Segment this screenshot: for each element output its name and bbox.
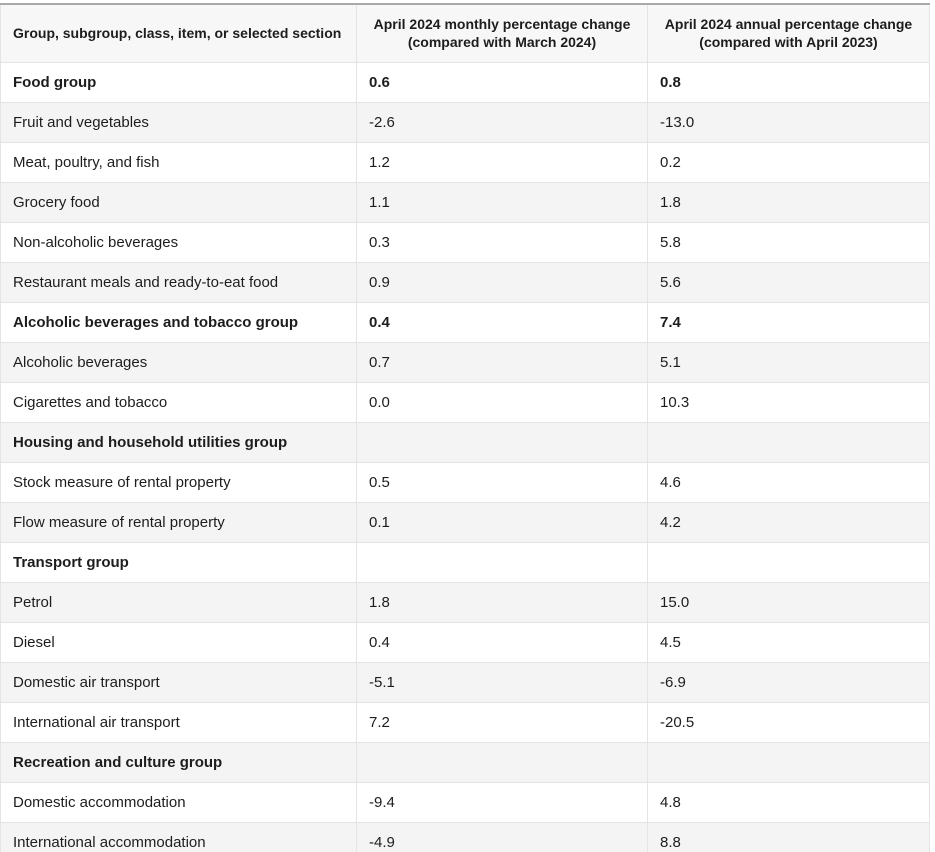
- table-row: International accommodation -4.9 8.8: [0, 821, 930, 852]
- row-label-cell: Food group: [0, 61, 357, 103]
- annual-change-cell: -13.0: [647, 101, 930, 143]
- row-label-cell: Stock measure of rental property: [0, 461, 357, 503]
- annual-change-cell: 5.6: [647, 261, 930, 303]
- column-header-annual-change: April 2024 annual percentage change (com…: [647, 3, 930, 63]
- annual-change-cell: [647, 741, 930, 783]
- table-row: Domestic accommodation -9.4 4.8: [0, 781, 930, 823]
- monthly-change-cell: [356, 421, 648, 463]
- monthly-change-cell: 0.9: [356, 261, 648, 303]
- row-label-cell: Housing and household utilities group: [0, 421, 357, 463]
- table-row: Stock measure of rental property 0.5 4.6: [0, 461, 930, 503]
- table-row: Transport group: [0, 541, 930, 583]
- monthly-change-cell: -2.6: [356, 101, 648, 143]
- monthly-change-cell: 7.2: [356, 701, 648, 743]
- table-row: Fruit and vegetables -2.6 -13.0: [0, 101, 930, 143]
- annual-change-cell: 7.4: [647, 301, 930, 343]
- table-row: Meat, poultry, and fish 1.2 0.2: [0, 141, 930, 183]
- annual-change-cell: 5.1: [647, 341, 930, 383]
- monthly-change-cell: 0.4: [356, 621, 648, 663]
- monthly-change-cell: 0.1: [356, 501, 648, 543]
- annual-change-cell: [647, 541, 930, 583]
- annual-change-cell: 0.8: [647, 61, 930, 103]
- row-label-cell: Cigarettes and tobacco: [0, 381, 357, 423]
- table-row: Cigarettes and tobacco 0.0 10.3: [0, 381, 930, 423]
- monthly-change-cell: 0.4: [356, 301, 648, 343]
- annual-change-cell: 4.6: [647, 461, 930, 503]
- monthly-change-cell: 0.5: [356, 461, 648, 503]
- row-label-cell: Grocery food: [0, 181, 357, 223]
- annual-change-cell: 8.8: [647, 821, 930, 852]
- monthly-change-cell: [356, 741, 648, 783]
- annual-change-cell: 4.8: [647, 781, 930, 823]
- monthly-change-cell: 0.6: [356, 61, 648, 103]
- monthly-change-cell: 1.8: [356, 581, 648, 623]
- annual-change-cell: 4.2: [647, 501, 930, 543]
- row-label-cell: Alcoholic beverages and tobacco group: [0, 301, 357, 343]
- monthly-change-cell: 1.2: [356, 141, 648, 183]
- table-row: Restaurant meals and ready-to-eat food 0…: [0, 261, 930, 303]
- column-header-monthly-change: April 2024 monthly percentage change (co…: [356, 3, 648, 63]
- monthly-change-cell: [356, 541, 648, 583]
- cpi-percentage-change-table: Group, subgroup, class, item, or selecte…: [0, 3, 930, 852]
- monthly-change-cell: -9.4: [356, 781, 648, 823]
- table-row: Alcoholic beverages and tobacco group 0.…: [0, 301, 930, 343]
- table-row: Diesel 0.4 4.5: [0, 621, 930, 663]
- row-label-cell: Diesel: [0, 621, 357, 663]
- table-row: Domestic air transport -5.1 -6.9: [0, 661, 930, 703]
- table-row: Housing and household utilities group: [0, 421, 930, 463]
- row-label-cell: Transport group: [0, 541, 357, 583]
- table-row: Recreation and culture group: [0, 741, 930, 783]
- table-header: Group, subgroup, class, item, or selecte…: [0, 3, 930, 63]
- annual-change-cell: 1.8: [647, 181, 930, 223]
- annual-change-cell: 4.5: [647, 621, 930, 663]
- header-row: Group, subgroup, class, item, or selecte…: [0, 3, 930, 63]
- annual-change-cell: 10.3: [647, 381, 930, 423]
- row-label-cell: International air transport: [0, 701, 357, 743]
- table-row: Grocery food 1.1 1.8: [0, 181, 930, 223]
- row-label-cell: Alcoholic beverages: [0, 341, 357, 383]
- annual-change-cell: 5.8: [647, 221, 930, 263]
- annual-change-cell: -6.9: [647, 661, 930, 703]
- table-body: Food group 0.6 0.8 Fruit and vegetables …: [0, 61, 930, 852]
- row-label-cell: Restaurant meals and ready-to-eat food: [0, 261, 357, 303]
- row-label-cell: Recreation and culture group: [0, 741, 357, 783]
- row-label-cell: International accommodation: [0, 821, 357, 852]
- row-label-cell: Non-alcoholic beverages: [0, 221, 357, 263]
- annual-change-cell: 0.2: [647, 141, 930, 183]
- monthly-change-cell: 0.3: [356, 221, 648, 263]
- table-row: Non-alcoholic beverages 0.3 5.8: [0, 221, 930, 263]
- table-row: Food group 0.6 0.8: [0, 61, 930, 103]
- table-row: Flow measure of rental property 0.1 4.2: [0, 501, 930, 543]
- table-row: Alcoholic beverages 0.7 5.1: [0, 341, 930, 383]
- annual-change-cell: 15.0: [647, 581, 930, 623]
- annual-change-cell: [647, 421, 930, 463]
- row-label-cell: Domestic accommodation: [0, 781, 357, 823]
- column-header-group: Group, subgroup, class, item, or selecte…: [0, 3, 357, 63]
- monthly-change-cell: -5.1: [356, 661, 648, 703]
- monthly-change-cell: 0.0: [356, 381, 648, 423]
- monthly-change-cell: 0.7: [356, 341, 648, 383]
- row-label-cell: Petrol: [0, 581, 357, 623]
- row-label-cell: Fruit and vegetables: [0, 101, 357, 143]
- monthly-change-cell: -4.9: [356, 821, 648, 852]
- row-label-cell: Domestic air transport: [0, 661, 357, 703]
- row-label-cell: Meat, poultry, and fish: [0, 141, 357, 183]
- annual-change-cell: -20.5: [647, 701, 930, 743]
- table-row: Petrol 1.8 15.0: [0, 581, 930, 623]
- row-label-cell: Flow measure of rental property: [0, 501, 357, 543]
- table-row: International air transport 7.2 -20.5: [0, 701, 930, 743]
- monthly-change-cell: 1.1: [356, 181, 648, 223]
